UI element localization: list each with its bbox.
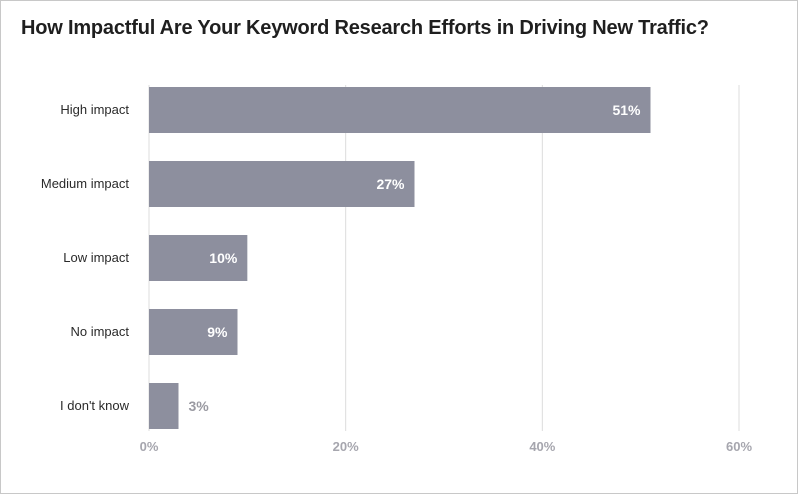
category-label: No impact [70, 324, 129, 339]
bar [149, 383, 179, 429]
value-label: 9% [207, 324, 228, 340]
chart-title: How Impactful Are Your Keyword Research … [21, 17, 709, 39]
category-label: I don't know [60, 398, 130, 413]
x-tick-label: 40% [529, 439, 555, 454]
bar [149, 161, 415, 207]
value-label: 10% [209, 250, 238, 266]
x-tick-label: 20% [333, 439, 359, 454]
category-label: High impact [60, 102, 129, 117]
value-label: 51% [612, 102, 641, 118]
category-label: Low impact [63, 250, 129, 265]
bar [149, 87, 651, 133]
bar [149, 235, 248, 281]
bar [149, 309, 238, 355]
x-tick-label: 60% [726, 439, 752, 454]
x-tick-label: 0% [140, 439, 159, 454]
category-label: Medium impact [41, 176, 130, 191]
value-label: 3% [189, 398, 210, 414]
value-label: 27% [376, 176, 405, 192]
